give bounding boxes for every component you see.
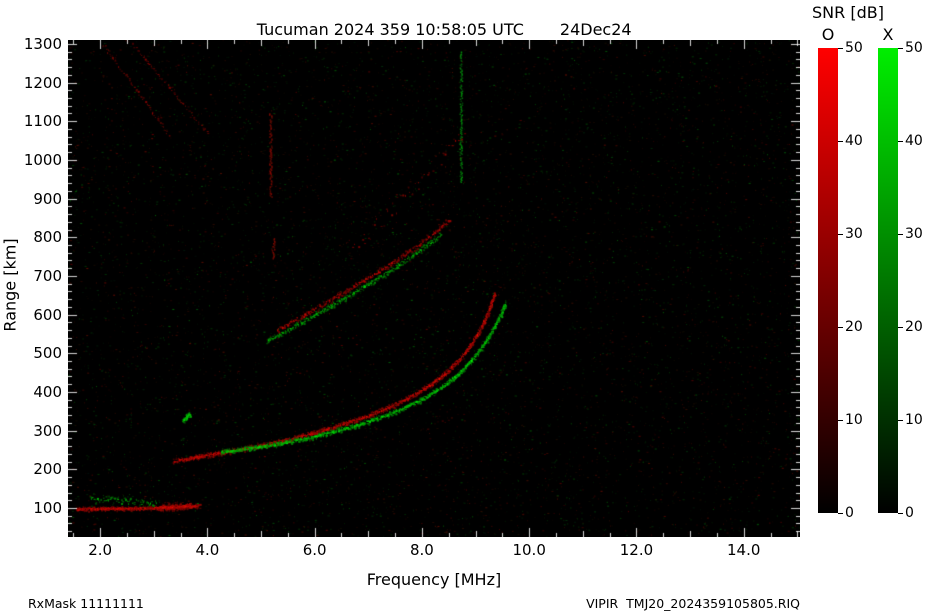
x-axis-title: Frequency [MHz] (366, 570, 502, 589)
y-tick-label: 1100 (23, 112, 62, 131)
x-colorbar-tick-label: 0 (905, 505, 914, 521)
x-tick-label: 8.0 (409, 541, 434, 559)
y-tick-label: 600 (33, 305, 62, 324)
y-tick-label: 400 (33, 382, 62, 401)
x-colorbar-tickmark (898, 48, 903, 49)
y-tick-label: 1000 (23, 150, 62, 169)
x-colorbar-tick-label: 40 (905, 133, 923, 149)
x-colorbar-tickmark (898, 327, 903, 328)
o-colorbar-tickmark (838, 420, 843, 421)
y-tick-label: 1300 (23, 34, 62, 53)
o-colorbar-tick-label: 20 (845, 319, 863, 335)
o-colorbar-tick-label: 0 (845, 505, 854, 521)
y-tick-label: 300 (33, 421, 62, 440)
o-colorbar-tickmark (838, 48, 843, 49)
plot-title: Tucuman 2024 359 10:58:05 UTC (256, 20, 524, 39)
x-colorbar-tickmark (898, 234, 903, 235)
x-colorbar-tick-label: 10 (905, 412, 923, 428)
o-colorbar-tickmark (838, 513, 843, 514)
y-tick-label: 900 (33, 189, 62, 208)
o-colorbar-tickmark (838, 234, 843, 235)
plot-date: 24Dec24 (559, 20, 632, 39)
x-tick-label: 6.0 (302, 541, 327, 559)
y-tick-label: 200 (33, 460, 62, 479)
x-colorbar-tick-label: 20 (905, 319, 923, 335)
ionogram-plot-canvas (68, 40, 800, 537)
x-tick-label: 4.0 (195, 541, 220, 559)
o-colorbar-tick-label: 10 (845, 412, 863, 428)
x-tick-label: 12.0 (619, 541, 654, 559)
title-row: Tucuman 2024 359 10:58:05 UTC 24Dec24 (68, 1, 800, 58)
data-file-label: VIPIR TMJ20_2024359105805.RIQ (586, 596, 800, 611)
x-tick-label: 2.0 (88, 541, 113, 559)
x-colorbar-tickmark (898, 141, 903, 142)
o-colorbar-tickmark (838, 141, 843, 142)
o-mode-colorbar (818, 48, 838, 513)
y-tick-label: 500 (33, 344, 62, 363)
o-colorbar-tickmark (838, 327, 843, 328)
x-colorbar-tick-label: 50 (905, 40, 923, 56)
colorbar-title: SNR [dB] (812, 3, 884, 22)
x-colorbar-tick-label: 30 (905, 226, 923, 242)
o-mode-label: O (821, 25, 835, 44)
x-tick-label: 10.0 (512, 541, 546, 559)
y-tick-label: 700 (33, 266, 62, 285)
x-tick-label: 14.0 (726, 541, 761, 559)
x-colorbar-tickmark (898, 513, 903, 514)
o-colorbar-tick-label: 30 (845, 226, 863, 242)
rxmask-label: RxMask 11111111 (28, 596, 144, 611)
o-colorbar-tick-label: 50 (845, 40, 863, 56)
y-tick-label: 100 (33, 498, 62, 517)
y-tick-label: 800 (33, 228, 62, 247)
y-tick-label: 1200 (23, 73, 62, 92)
o-colorbar-tick-label: 40 (845, 133, 863, 149)
x-mode-colorbar (878, 48, 898, 513)
x-colorbar-tickmark (898, 420, 903, 421)
x-mode-label: X (882, 25, 894, 44)
